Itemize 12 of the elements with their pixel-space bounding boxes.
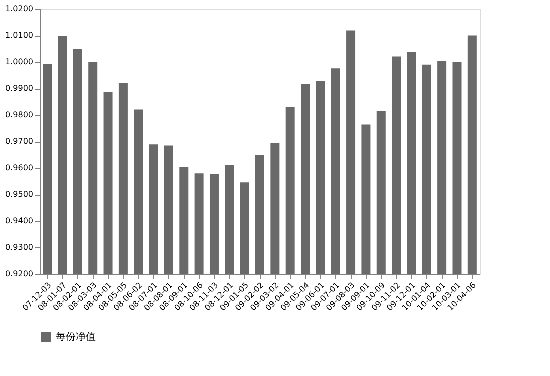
- y-tick-label: 0.9400: [6, 216, 34, 226]
- y-tick-label: 0.9600: [6, 164, 34, 172]
- y-tick-label: 1.0100: [6, 31, 34, 40]
- y-tick-label: 1.0200: [6, 4, 34, 14]
- y-tick-label: 0.9300: [6, 243, 34, 252]
- y-tick-label: 0.9500: [6, 190, 34, 199]
- y-tick-label: 1.0000: [6, 58, 34, 66]
- y-tick-label: 0.9700: [6, 137, 34, 146]
- y-tick-label: 0.9800: [6, 110, 34, 120]
- y-tick-label: 0.9900: [6, 84, 34, 93]
- y-tick-label: 0.9200: [6, 270, 34, 278]
- legend-label: 每份净值: [56, 331, 96, 343]
